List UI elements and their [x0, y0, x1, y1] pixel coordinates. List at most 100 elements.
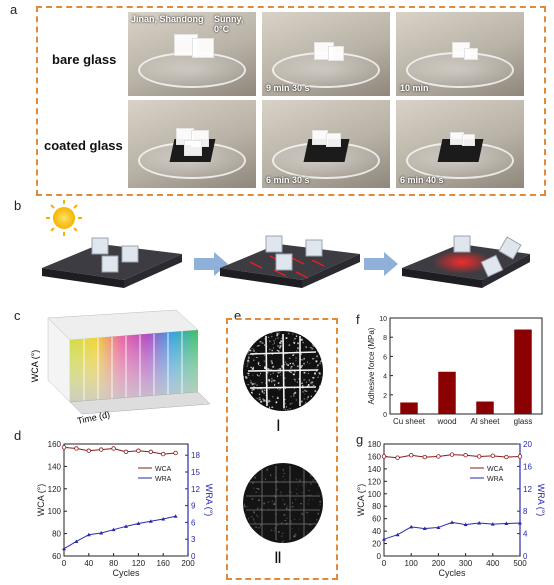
data-point-wca [395, 455, 400, 460]
panel-e-frame [226, 318, 338, 580]
data-point-wra [148, 519, 153, 523]
y-tick-label: 0 [377, 552, 382, 561]
bar-cu-sheet [400, 402, 418, 414]
data-point-wca [504, 454, 509, 460]
data-point-wca [381, 454, 387, 459]
x-tick-label: 300 [459, 559, 473, 568]
data-point-wra [409, 524, 414, 529]
x-tick-label: 400 [486, 559, 500, 568]
time-bare-2: 10 min [400, 83, 429, 93]
row-label-coated-glass: coated glass [44, 138, 123, 153]
overlay-weather: Sunny, 0°C [214, 14, 244, 34]
y-tick-label: 2 [383, 393, 387, 400]
bar-al-sheet [476, 401, 494, 414]
y-tick-label: 120 [368, 477, 382, 486]
data-point-wca [136, 448, 141, 453]
panel-label-g: g [356, 432, 364, 447]
y-tick-label: 120 [48, 485, 62, 494]
time-coated-1: 6 min 30 s [266, 175, 310, 185]
photo-bare-glass-1: 9 min 30 s [262, 12, 390, 96]
data-point-wca [160, 451, 166, 457]
data-point-wca [490, 453, 495, 459]
data-point-wca [463, 453, 468, 458]
data-point-wra [136, 521, 141, 526]
panel-a-frame [36, 6, 546, 196]
legend-label-wra: WRA [155, 476, 172, 483]
panel-c-3d-bars: WCA (°) Time (d) [30, 309, 211, 426]
photo-coated-glass-1: 6 min 30 s [262, 100, 390, 188]
panel-c-z-label: WCA (°) [30, 350, 40, 383]
y-tick-label: 4 [383, 374, 387, 381]
y-tick-label: 60 [52, 552, 61, 561]
sun-icon [46, 200, 82, 236]
x-tick-label: 200 [432, 559, 446, 568]
time-bare-1: 9 min 30 s [266, 83, 310, 93]
panel-label-f: f [356, 312, 360, 327]
y-tick-label: 20 [372, 540, 381, 549]
data-point-wra [382, 537, 386, 541]
y-tick-label: 160 [368, 452, 382, 461]
bar-wood [438, 371, 456, 414]
data-point-wca [409, 453, 414, 458]
y2-tick-label: 6 [191, 518, 196, 527]
label-roman-1: Ⅰ [276, 418, 281, 435]
x-tick-label: 500 [513, 559, 527, 568]
x-tick-label: Al sheet [471, 417, 501, 426]
x-tick-label: 160 [157, 559, 171, 568]
photo-coated-glass-2: 6 min 40 s [396, 100, 524, 188]
legend-label-wca: WCA [487, 466, 504, 473]
data-point-wca [173, 450, 178, 456]
plot-frame [383, 443, 521, 557]
data-point-wra [62, 546, 66, 551]
arrow-icon-2 [364, 252, 398, 276]
data-point-wca [86, 448, 91, 453]
y2-axis-label: WRA (°) [536, 484, 546, 517]
chart-d: 0 40 80 120 160 200 60 80 100 120 140 160 0 3 6 9 12 15 18… [36, 440, 214, 578]
y-tick-label: 140 [368, 465, 382, 474]
data-point-wca [148, 449, 153, 455]
data-point-wca [422, 454, 427, 460]
legend-label-wca: WCA [155, 466, 172, 473]
data-point-wra [395, 532, 400, 537]
y-tick-label: 100 [48, 507, 62, 516]
data-point-wra [111, 527, 116, 532]
y-tick-label: 80 [52, 530, 61, 539]
plot-frame [63, 443, 189, 557]
data-point-wra [173, 514, 178, 518]
chart-g: 0 100 200 300 400 500020406080100120140160180… [356, 440, 546, 578]
label-roman-2: Ⅱ [274, 550, 282, 567]
crosshatch-image-2 [243, 463, 323, 543]
y-tick-label: 0 [383, 412, 387, 419]
y-tick-label: 160 [48, 440, 62, 449]
data-point-wca [74, 446, 79, 451]
plot-frame [389, 317, 543, 415]
y2-tick-label: 15 [191, 468, 200, 477]
data-point-wca [436, 454, 441, 459]
panel-label-e: e [234, 308, 242, 323]
y2-tick-label: 0 [523, 552, 528, 561]
y-tick-label: 100 [368, 490, 382, 499]
photo-coated-glass-0 [128, 100, 256, 188]
substrate-2 [220, 235, 360, 288]
x-tick-label: 120 [132, 559, 146, 568]
x-tick-label: 0 [62, 559, 67, 568]
y2-tick-label: 4 [523, 530, 528, 539]
data-point-wca [476, 454, 482, 459]
panel-label-a: a [10, 2, 18, 17]
y-axis-label: WCA (°) [356, 484, 366, 517]
panel-label-d: d [14, 428, 22, 443]
series-line-wra [63, 515, 176, 550]
legend-label-wra: WRA [487, 476, 504, 483]
y-tick-label: 180 [368, 440, 382, 449]
data-point-wca [449, 452, 455, 457]
x-tick-label: 40 [84, 559, 93, 568]
data-point-wra [504, 521, 509, 526]
data-point-wca [111, 446, 116, 451]
data-point-wca [98, 447, 104, 452]
y2-tick-label: 0 [191, 552, 196, 561]
series-line-wra [383, 521, 521, 540]
y-axis-label: WCA (°) [36, 484, 46, 517]
arrow-icon-1 [194, 252, 228, 276]
y2-tick-label: 9 [191, 502, 196, 511]
